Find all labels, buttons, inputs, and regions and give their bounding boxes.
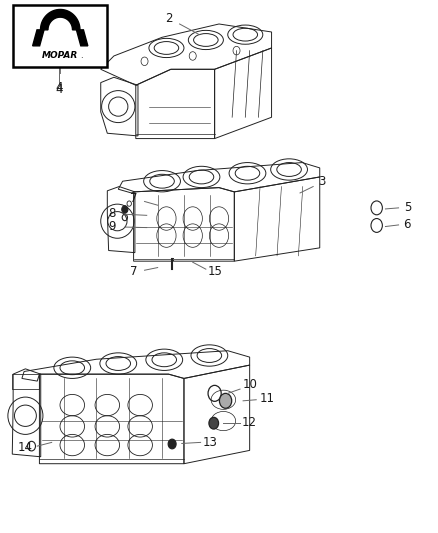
Text: 8: 8 [108,207,115,220]
Circle shape [219,393,232,408]
Text: 11: 11 [260,392,275,405]
Text: 9: 9 [108,220,116,233]
Polygon shape [41,10,80,30]
Text: 5: 5 [404,201,411,214]
Text: 7: 7 [130,192,138,205]
Polygon shape [76,30,88,46]
Text: 2: 2 [165,12,173,25]
Text: 13: 13 [203,436,218,449]
Text: 3: 3 [318,175,325,188]
Text: 14: 14 [18,441,33,454]
Text: 12: 12 [242,416,257,429]
Text: 4: 4 [55,83,63,95]
Circle shape [122,206,128,213]
Text: 4: 4 [55,82,63,94]
FancyBboxPatch shape [13,5,107,67]
Text: MOPAR: MOPAR [42,51,78,60]
Text: 15: 15 [207,265,222,278]
Polygon shape [55,30,66,42]
Polygon shape [33,30,44,46]
Text: 6: 6 [403,219,411,231]
Circle shape [209,417,219,429]
Text: 10: 10 [242,378,257,391]
Text: .: . [80,51,82,60]
Text: 7: 7 [130,265,138,278]
Circle shape [168,439,176,449]
